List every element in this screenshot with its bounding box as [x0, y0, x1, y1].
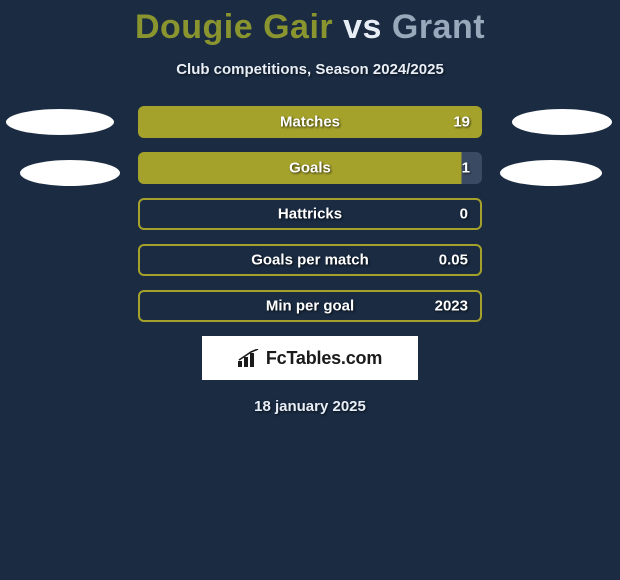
stat-bar-value: 1 [462, 160, 470, 177]
subtitle: Club competitions, Season 2024/2025 [0, 61, 620, 78]
title-player1: Dougie Gair [135, 8, 333, 46]
decor-ellipse-right-1 [512, 109, 612, 135]
stat-bar-label: Hattricks [278, 206, 342, 223]
bar-chart-icon [238, 349, 260, 367]
stat-bar: Matches 19 [138, 106, 482, 138]
stat-bar: Goals per match 0.05 [138, 244, 482, 276]
stat-bar-label: Matches [280, 114, 340, 131]
stat-bar-value: 0.05 [439, 252, 468, 269]
chart-stage: Matches 19 Goals 1 Hattricks 0 Goals per match… [0, 106, 620, 322]
stat-bar-value: 19 [453, 114, 470, 131]
decor-ellipse-left-2 [20, 160, 120, 186]
stat-bar-label: Goals [289, 160, 331, 177]
decor-ellipse-right-2 [500, 160, 602, 186]
stat-bar-label: Min per goal [266, 298, 354, 315]
stat-bar: Min per goal 2023 [138, 290, 482, 322]
stat-bars: Matches 19 Goals 1 Hattricks 0 Goals per match… [138, 106, 482, 322]
stat-bar-label: Goals per match [251, 252, 369, 269]
page-title: Dougie Gair vs Grant [0, 0, 620, 47]
title-vs: vs [343, 8, 382, 46]
date-text: 18 january 2025 [0, 398, 620, 415]
brand-badge: FcTables.com [202, 336, 418, 380]
stat-bar: Hattricks 0 [138, 198, 482, 230]
title-player2: Grant [392, 8, 485, 46]
brand-text: FcTables.com [266, 348, 382, 369]
decor-ellipse-left-1 [6, 109, 114, 135]
stat-bar-value: 0 [460, 206, 468, 223]
stat-bar: Goals 1 [138, 152, 482, 184]
stat-bar-value: 2023 [435, 298, 468, 315]
